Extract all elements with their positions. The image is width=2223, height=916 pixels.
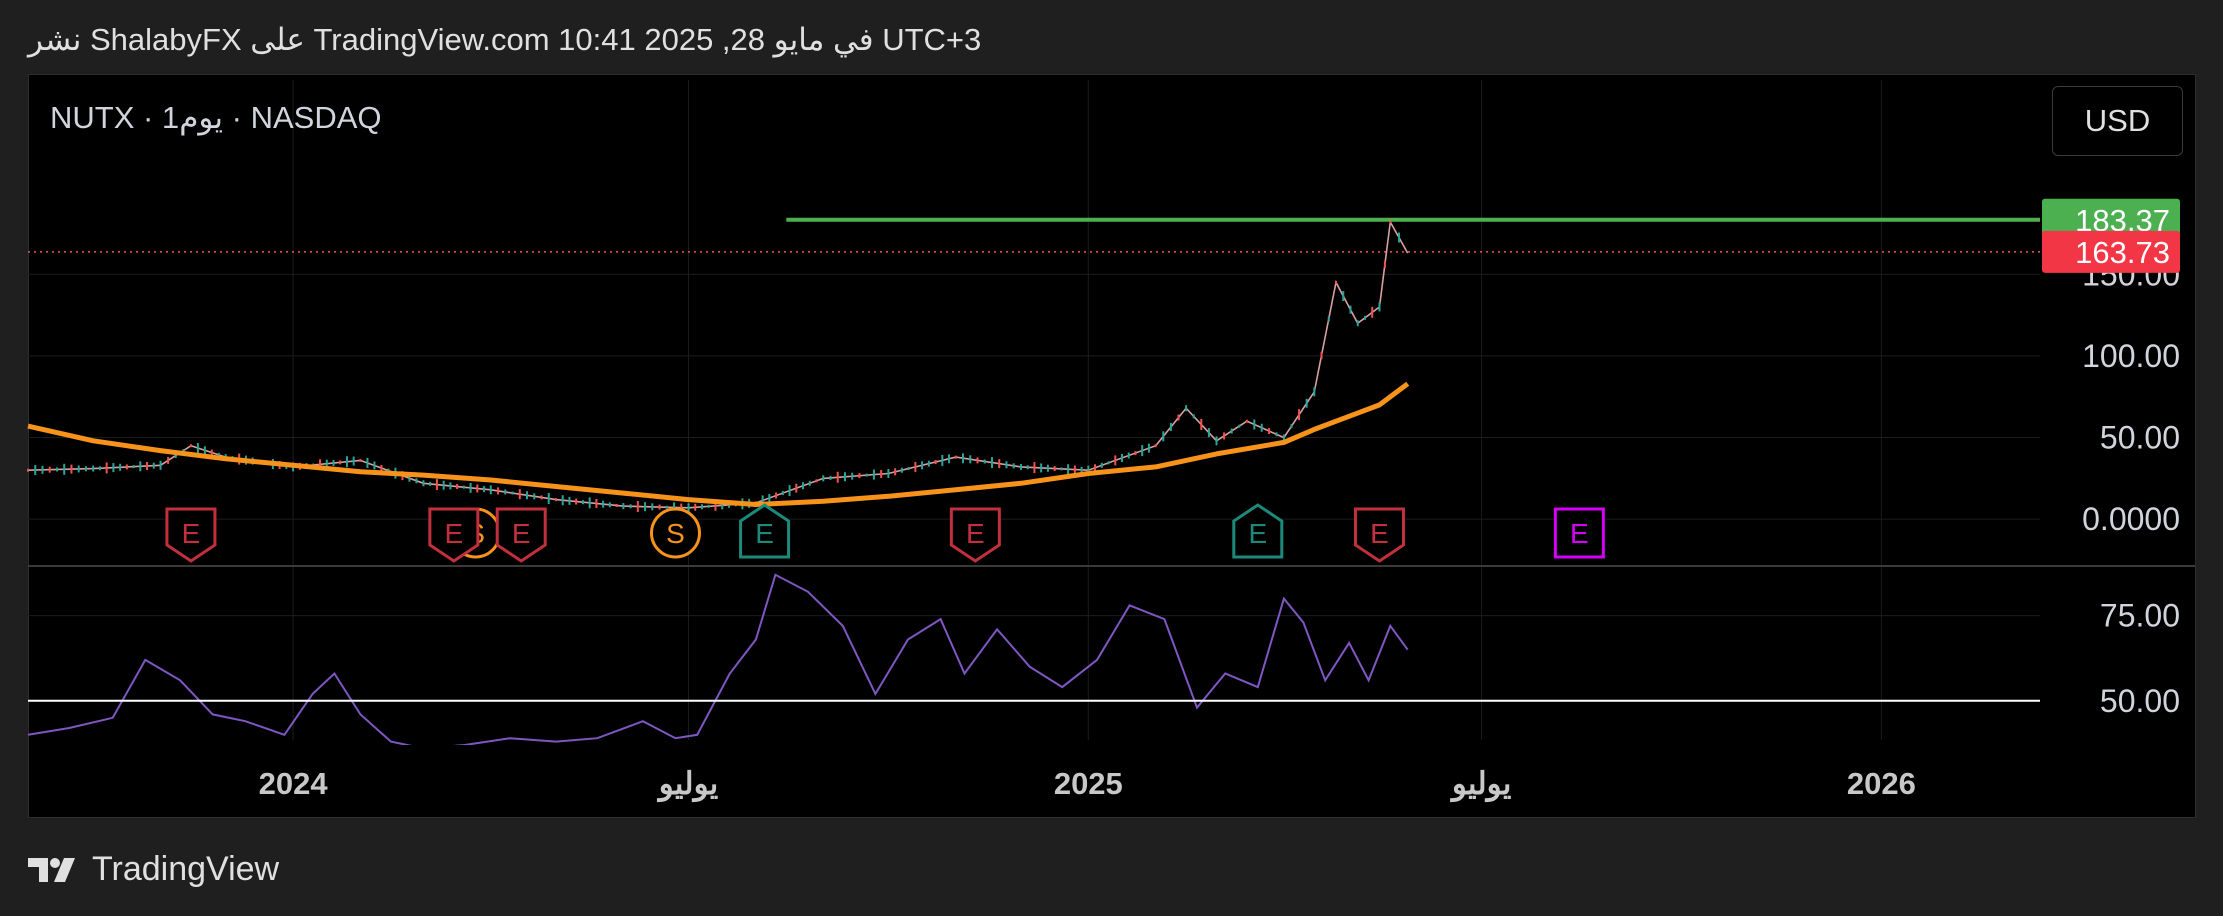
rsi-line — [28, 573, 1409, 745]
tradingview-footer[interactable]: TradingView — [28, 850, 279, 889]
price-axis-tick: 100.00 — [2082, 338, 2180, 374]
time-axis-tick: 2024 — [259, 766, 329, 801]
rsi-axis-tick: 75.00 — [2100, 598, 2180, 634]
publish-header: نشر ShalabyFX على TradingView.com 10:41 … — [28, 22, 982, 57]
marker-label: E — [182, 518, 201, 549]
marker-split-icon: S — [649, 507, 701, 559]
price-axis-tick: 0.0000 — [2082, 501, 2180, 537]
marker-earnings-icon: E — [739, 503, 791, 559]
marker-label: E — [1570, 518, 1589, 549]
marker-earnings-icon: E — [1232, 503, 1284, 559]
price-axis-tick: 50.00 — [2100, 420, 2180, 456]
marker-earnings-icon: E — [1353, 507, 1405, 563]
currency-button[interactable]: USD — [2052, 86, 2183, 156]
time-axis-tick: 2025 — [1054, 766, 1123, 801]
marker-label: E — [1370, 518, 1389, 549]
marker-label: E — [1248, 518, 1267, 549]
time-axis-tick: 2026 — [1847, 766, 1916, 801]
moving-average-line — [27, 381, 1410, 507]
time-axis-tick: يوليو — [1450, 766, 1512, 803]
symbol-label[interactable]: NUTX · 1يوم · NASDAQ — [50, 100, 382, 135]
marker-earnings-icon: E — [495, 507, 547, 563]
marker-earnings-icon: E — [949, 507, 1001, 563]
marker-label: E — [755, 518, 774, 549]
time-axis-tick: يوليو — [657, 766, 719, 803]
price-series-line — [27, 219, 1409, 509]
marker-earnings-icon: E — [1553, 507, 1605, 559]
marker-earnings-icon: E — [165, 507, 217, 563]
marker-label: S — [666, 518, 685, 549]
marker-earnings-icon: E — [428, 507, 480, 563]
chart-frame[interactable] — [28, 74, 2196, 818]
tradingview-logo-icon — [28, 857, 75, 882]
currency-label: USD — [2084, 103, 2151, 138]
rsi-axis-tick: 50.00 — [2100, 683, 2180, 719]
price-tag-value: 163.73 — [2075, 235, 2170, 270]
marker-label: E — [966, 518, 985, 549]
price-tag: 163.73 — [2042, 230, 2180, 273]
marker-label: E — [445, 518, 464, 549]
footer-brand: TradingView — [92, 850, 280, 888]
marker-label: E — [512, 518, 531, 549]
